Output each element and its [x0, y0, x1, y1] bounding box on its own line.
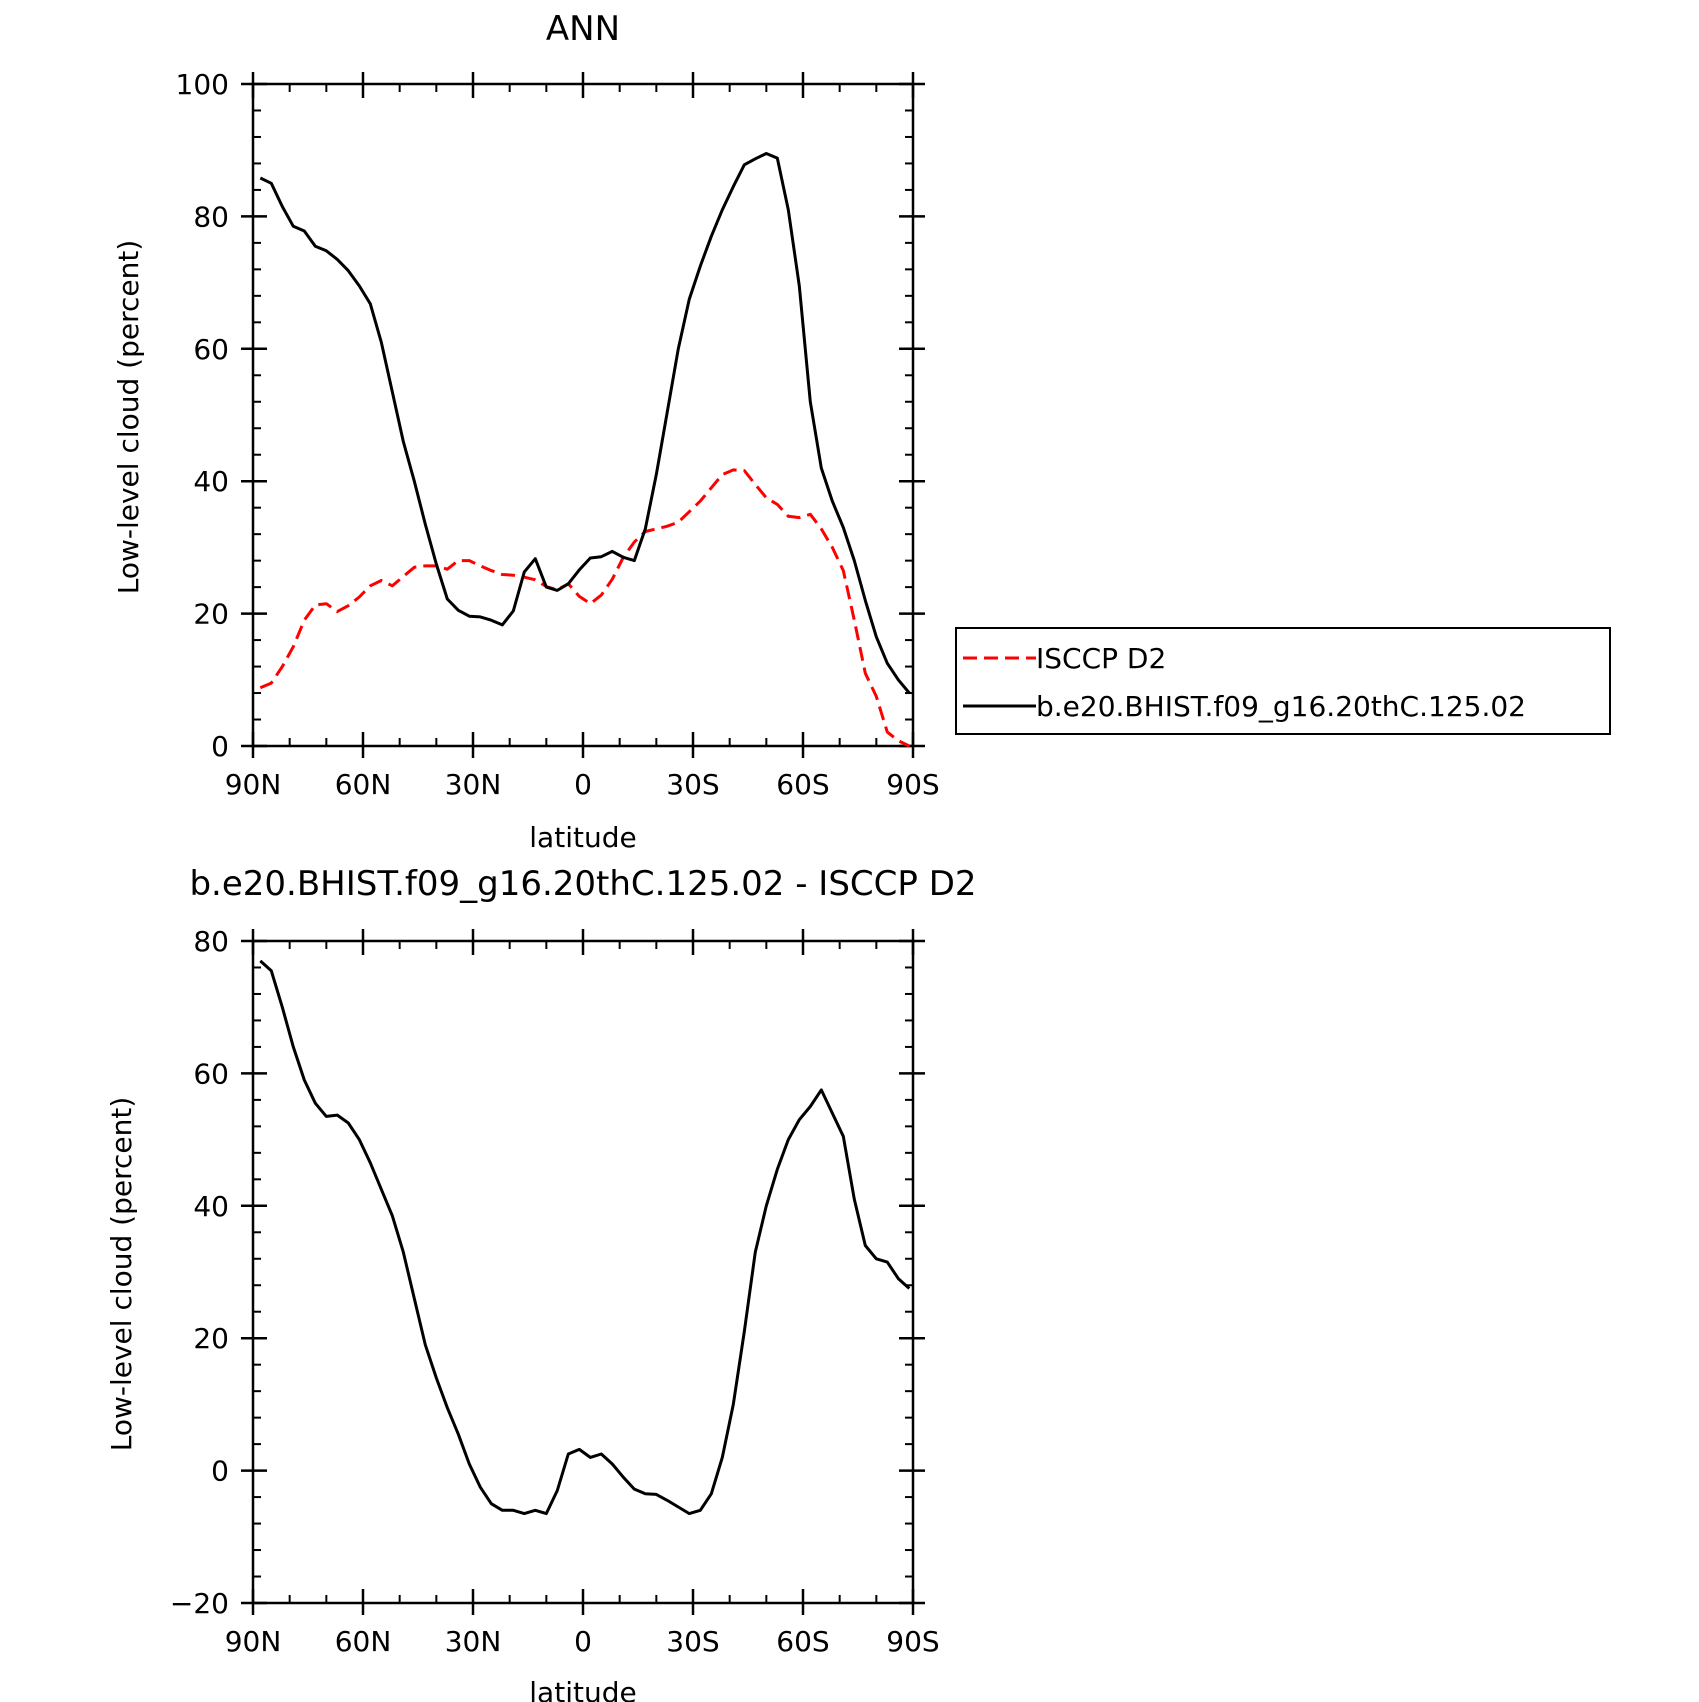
x-tick-label: 30S	[666, 1625, 719, 1658]
x-tick-label: 30S	[666, 768, 719, 801]
y-tick-label: 80	[193, 925, 229, 958]
x-tick-label: 60N	[335, 1625, 392, 1658]
top-chart-title: ANN	[546, 9, 620, 49]
x-tick-label: 90S	[886, 1625, 939, 1658]
y-tick-label: 40	[193, 465, 229, 498]
bottom-panel: b.e20.BHIST.f09_g16.20thC.125.02 - ISCCP…	[105, 864, 977, 1702]
bottom-y-axis-label: Low-level cloud (percent)	[105, 1097, 138, 1452]
series-line-model	[259, 959, 911, 1516]
top-panel: ANN 90N 60N 30N 0 30S 60S 90S 0 20 40 60 80 100 Low-…	[112, 9, 940, 854]
legend-box	[955, 627, 1611, 735]
bottom-x-axis-label: latitude	[529, 1676, 636, 1702]
x-tick-label: 30N	[445, 768, 502, 801]
bottom-plot-area: 90N 60N 30N 0 30S 60S 90S −20 0 20 40 60 80	[170, 925, 940, 1658]
y-tick-label: −20	[170, 1587, 229, 1620]
y-tick-label: 60	[193, 1057, 229, 1090]
plot-frame	[251, 939, 915, 1605]
x-tick-label: 0	[574, 1625, 592, 1658]
x-tick-label: 30N	[445, 1625, 502, 1658]
series-line-model	[259, 152, 911, 694]
x-tick-label: 90N	[225, 1625, 282, 1658]
y-tick-label: 20	[193, 598, 229, 631]
y-tick-label: 80	[193, 200, 229, 233]
y-tick-label: 100	[176, 68, 229, 101]
y-tick-label: 20	[193, 1322, 229, 1355]
top-plot-area: 90N 60N 30N 0 30S 60S 90S 0 20 40 60 80 100	[176, 68, 940, 801]
x-tick-label: 0	[574, 768, 592, 801]
bottom-chart-title: b.e20.BHIST.f09_g16.20thC.125.02 - ISCCP…	[189, 864, 976, 904]
x-tick-label: 60N	[335, 768, 392, 801]
x-tick-label: 90S	[886, 768, 939, 801]
x-tick-label: 90N	[225, 768, 282, 801]
y-tick-label: 40	[193, 1190, 229, 1223]
legend: ISCCP D2 b.e20.BHIST.f09_g16.20thC.125.0…	[955, 627, 1611, 735]
y-tick-label: 60	[193, 333, 229, 366]
top-x-axis-label: latitude	[529, 821, 636, 854]
legend-label-isccp: ISCCP D2	[1036, 642, 1166, 675]
x-tick-label: 60S	[776, 1625, 829, 1658]
y-tick-label: 0	[211, 730, 229, 763]
y-tick-label: 0	[211, 1455, 229, 1488]
x-tick-label: 60S	[776, 768, 829, 801]
top-y-axis-label: Low-level cloud (percent)	[112, 240, 145, 595]
legend-label-model: b.e20.BHIST.f09_g16.20thC.125.02	[1036, 690, 1526, 723]
series-line-isccp	[259, 468, 910, 748]
